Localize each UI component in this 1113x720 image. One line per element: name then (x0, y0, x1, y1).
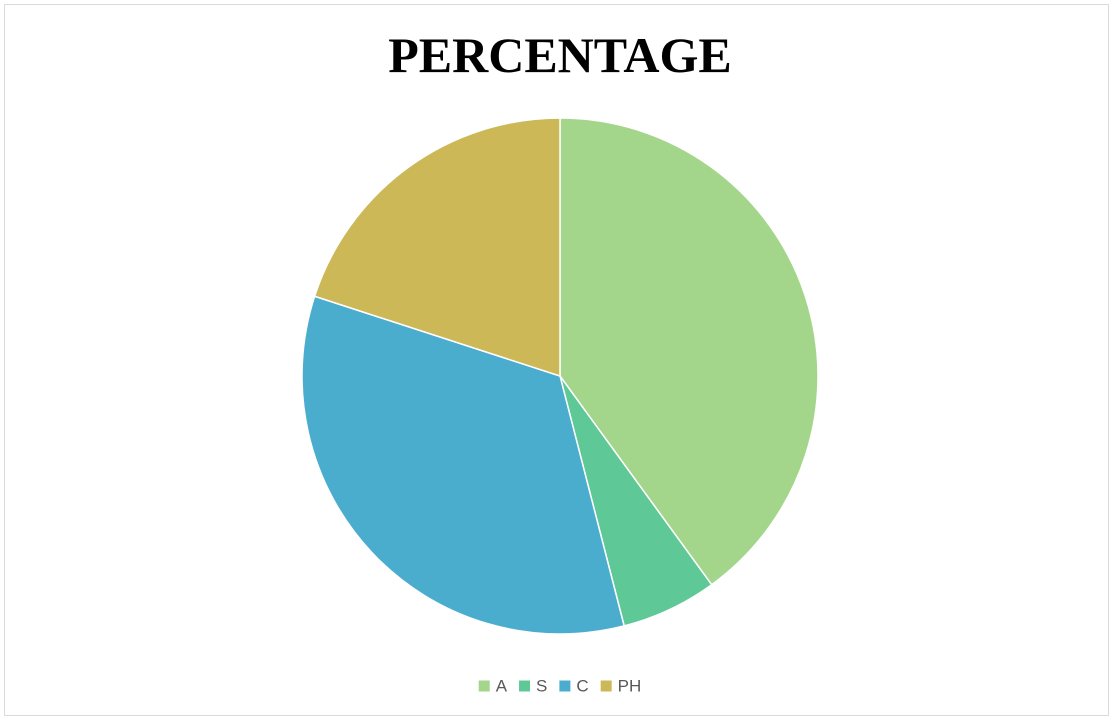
legend-label: S (536, 676, 547, 695)
legend-label: A (496, 676, 508, 695)
pie-slice (313, 117, 561, 378)
legend-label: C (576, 676, 588, 695)
legend-swatch (519, 680, 531, 692)
legend-swatch (559, 680, 571, 692)
legend-label: PH (618, 676, 642, 695)
pie-slice (301, 295, 626, 635)
chart-title: PERCENTAGE (388, 27, 732, 83)
pie-slice (559, 117, 819, 586)
legend-swatch (600, 680, 612, 692)
legend-swatch (478, 680, 490, 692)
legend: A S C PH (478, 676, 642, 695)
pie (301, 117, 819, 635)
